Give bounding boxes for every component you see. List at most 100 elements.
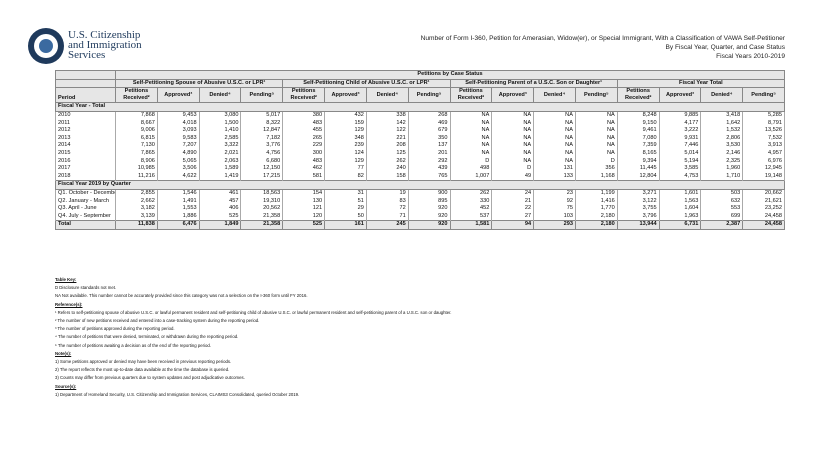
cell: 4,622 xyxy=(156,172,200,181)
cell: NA xyxy=(574,142,618,150)
cell: 9,394 xyxy=(616,157,660,165)
period: 2016 xyxy=(55,157,116,165)
cell: 7,359 xyxy=(616,142,660,150)
period: 2011 xyxy=(55,119,116,127)
column-header: Pending⁵ xyxy=(407,87,451,104)
cell: 8,165 xyxy=(616,149,660,158)
cell: 50 xyxy=(324,212,367,221)
cell: 21,358 xyxy=(240,220,284,230)
cell: 103 xyxy=(533,212,576,221)
cell: NA xyxy=(533,126,576,135)
column-header: Approved³ xyxy=(156,87,200,104)
data-row: 2012 9,006 3,093 1,410 12,847 455 129 122 679 NA N… xyxy=(55,126,785,135)
cell: 483 xyxy=(282,119,326,127)
period-header: Period xyxy=(55,87,116,104)
cell: 3,796 xyxy=(616,212,660,221)
cell: 2,855 xyxy=(115,189,158,198)
period: Q2. January - March xyxy=(55,197,116,205)
cell: D xyxy=(491,164,535,173)
period: 2015 xyxy=(55,149,116,158)
cell: 72 xyxy=(365,204,409,213)
cell: 2,662 xyxy=(115,197,158,205)
data-row: Q3. April - June 3,182 1,553 406 20,562 121 29… xyxy=(55,204,785,213)
cell: 94 xyxy=(491,220,535,230)
cell: D xyxy=(574,157,618,165)
note-item: ⁴ The number of petitions that were deni… xyxy=(55,334,239,340)
cell: NA xyxy=(574,111,618,120)
note-item: ³ The number of petitions approved durin… xyxy=(55,326,175,332)
group-header: Fiscal Year Total xyxy=(616,78,786,89)
cell: 293 xyxy=(533,220,576,230)
note-item: 2) The report reflects the most up-to-da… xyxy=(55,367,230,373)
cell: 679 xyxy=(407,126,451,135)
cell: 9,885 xyxy=(658,111,702,120)
cell: 2,585 xyxy=(198,134,242,143)
cell: 3,755 xyxy=(616,204,660,213)
note-item: ² The number of new petitions received a… xyxy=(55,318,260,324)
cell: 3,139 xyxy=(115,212,158,221)
cell: 498 xyxy=(449,164,493,173)
column-header: Denied⁴ xyxy=(533,87,576,104)
data-row: 2010 7,868 9,453 3,080 5,017 380 432 338 268 NA NA… xyxy=(55,111,785,120)
cell: NA xyxy=(574,119,618,127)
cell: 895 xyxy=(407,197,451,205)
cell: 7,130 xyxy=(115,142,158,150)
cell: 9,583 xyxy=(156,134,200,143)
cell: 11,216 xyxy=(115,172,158,181)
cell: 3,913 xyxy=(742,142,785,150)
cell: NA xyxy=(449,111,493,120)
cell: 2,021 xyxy=(198,149,242,158)
cell: 462 xyxy=(282,164,326,173)
cell: 154 xyxy=(282,189,326,198)
cell: 3,080 xyxy=(198,111,242,120)
note-heading: Source(s): xyxy=(55,383,77,389)
cell: 3,271 xyxy=(616,189,660,198)
cell: 13,526 xyxy=(742,126,785,135)
cell: 553 xyxy=(700,204,744,213)
cell: 122 xyxy=(365,126,409,135)
cell: 11,445 xyxy=(616,164,660,173)
agency-line: Services xyxy=(68,49,106,61)
cell: 3,530 xyxy=(700,142,744,150)
cell: 525 xyxy=(198,212,242,221)
cell: 1,581 xyxy=(449,220,493,230)
cell: NA xyxy=(533,142,576,150)
cell: 380 xyxy=(282,111,326,120)
cell: 124 xyxy=(324,149,367,158)
cell: 699 xyxy=(700,212,744,221)
data-row: 2014 7,130 7,207 3,322 3,776 229 239 208 137 NA NA… xyxy=(55,142,785,150)
cell: 8,791 xyxy=(742,119,785,127)
cell: 22 xyxy=(491,204,535,213)
cell: 525 xyxy=(282,220,326,230)
cell: NA xyxy=(533,134,576,143)
note-item: NA Not available. This number cannot be … xyxy=(55,293,308,299)
cell: 1,963 xyxy=(658,212,702,221)
cell: 1,553 xyxy=(156,204,200,213)
cell: 24 xyxy=(491,189,535,198)
cell: 6,476 xyxy=(156,220,200,230)
cell: 1,563 xyxy=(658,197,702,205)
period: 2014 xyxy=(55,142,116,150)
cell: 7,532 xyxy=(742,134,785,143)
cell: 24,458 xyxy=(742,212,785,221)
cell: 21,621 xyxy=(742,197,785,205)
column-header: Pending⁵ xyxy=(742,87,785,104)
cell: 6,815 xyxy=(115,134,158,143)
cell: NA xyxy=(491,119,535,127)
cell: 77 xyxy=(324,164,367,173)
note-heading: Note(s): xyxy=(55,350,72,356)
data-row: 2016 8,906 5,065 2,063 6,680 483 129 262 292 D NA N… xyxy=(55,157,785,165)
column-header: Petitions Received² xyxy=(449,87,493,104)
cell: 5,014 xyxy=(658,149,702,158)
column-header: Petitions Received² xyxy=(616,87,660,104)
section-row: Fiscal Year - Total xyxy=(55,102,785,112)
section-row: Fiscal Year 2019 by Quarter xyxy=(55,180,785,190)
cell: 8,906 xyxy=(115,157,158,165)
cell: NA xyxy=(491,126,535,135)
title-line: By Fiscal Year, Quarter, and Case Status xyxy=(665,44,786,51)
cell: NA xyxy=(574,149,618,158)
cell: 12,847 xyxy=(240,126,284,135)
column-header: Petitions Received² xyxy=(282,87,326,104)
cell: NA xyxy=(449,119,493,127)
cell: 239 xyxy=(324,142,367,150)
